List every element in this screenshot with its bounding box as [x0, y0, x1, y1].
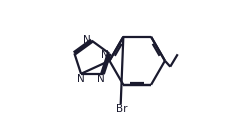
Text: N: N — [77, 74, 85, 84]
Text: N: N — [83, 35, 91, 44]
Text: N: N — [97, 74, 105, 84]
Text: N: N — [101, 50, 108, 59]
Text: Br: Br — [116, 104, 128, 114]
